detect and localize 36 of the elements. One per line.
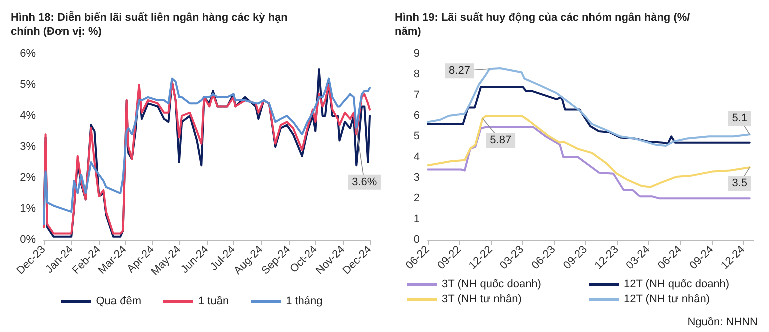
y-tick-label: 1% [20,203,36,215]
y-tick-label: 0 [414,234,420,246]
line-series [427,126,751,200]
y-tick-label: 2 [414,192,420,205]
legend-label: Qua đêm [96,296,142,308]
y-tick-label: 0% [20,234,36,246]
y-tick-label: 6% [20,48,36,60]
y-tick-label: 2% [20,172,36,184]
line-series [427,67,751,147]
y-tick-label: 5 [414,130,420,143]
annotation: 5.1 [732,112,748,125]
annotation: 3.5 [732,178,748,190]
y-tick-label: 3 [414,172,420,184]
legend-label: 12T (NH tư nhân) [624,294,710,306]
y-tick-label: 6 [414,110,420,122]
legend-label: 3T (NH tư nhân) [442,294,522,306]
y-tick-label: 4% [20,110,36,122]
y-tick-label: 4 [414,151,420,164]
y-tick-label: 3% [20,141,36,153]
chart-title: Hình 18: Diễn biến lãi suất liên ngân hàng các kỳ hạn chính (Đơn vị: %) [11,11,291,38]
line-series [427,115,751,188]
y-tick-label: 9 [414,48,420,60]
annotation: 8.27 [449,65,470,78]
legend-label: 12T (NH quốc doanh) [624,278,730,290]
legend-label: 3T (NH quốc doanh) [442,278,542,290]
y-tick-label: 8 [414,68,420,81]
annotation: 5.87 [490,134,512,147]
y-tick-label: 7 [414,89,420,102]
chart-title: Hình 19: Lãi suất huy động của các nhóm ngân hàng (%/năm) [395,12,690,38]
y-tick-label: 1 [414,213,420,226]
line-series [427,86,751,145]
annotation: 3.6% [352,176,378,188]
legend-label: 1 tuần [198,296,230,308]
legend-label: 1 tháng [286,296,323,308]
text: Nguồn: NHNN [688,316,758,328]
y-tick-label: 5% [20,79,36,91]
